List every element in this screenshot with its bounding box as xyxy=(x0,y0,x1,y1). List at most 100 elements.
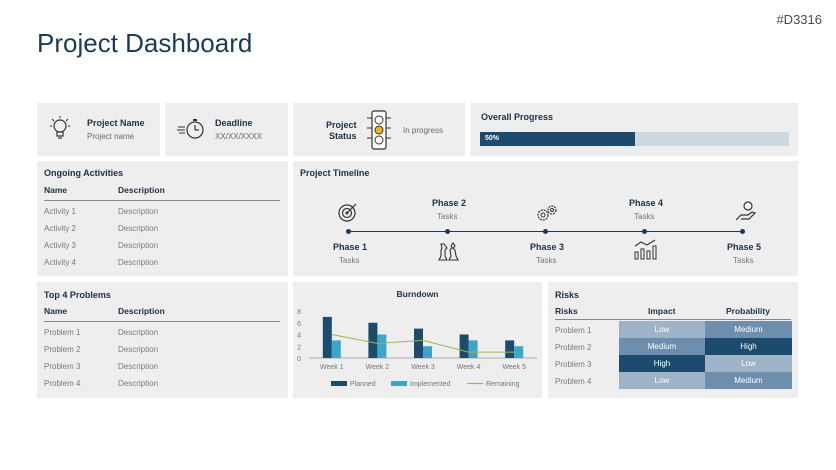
project-name-card: Project Name Project name xyxy=(37,103,160,156)
project-timeline-panel: Project Timeline Phase 1 Tasks Phase 2 T… xyxy=(293,161,798,276)
risk-name-3: Problem 3 xyxy=(555,360,592,369)
risk-prob-2: High xyxy=(705,338,792,355)
x-tick-label: Week 4 xyxy=(457,364,481,371)
problems-title: Top 4 Problems xyxy=(44,290,111,300)
problem-desc-1: Description xyxy=(118,328,159,337)
problem-desc-2: Description xyxy=(118,345,159,354)
problem-name-4: Problem 4 xyxy=(44,379,81,388)
deadline-label: Deadline xyxy=(215,118,253,128)
traffic-light-icon xyxy=(367,110,391,150)
risk-impact-4: Low xyxy=(619,372,705,389)
activities-title: Ongoing Activities xyxy=(44,168,124,178)
activity-desc-2: Description xyxy=(118,224,159,233)
bar-planned-2 xyxy=(368,322,378,358)
activities-col-name: Name xyxy=(44,185,68,195)
overall-progress-card: Overall Progress 50% xyxy=(470,103,798,156)
bar-implemented-3 xyxy=(423,346,432,358)
timeline-title: Project Timeline xyxy=(300,168,370,178)
phase-1-name: Phase 1 xyxy=(333,242,368,252)
risk-impact-3: High xyxy=(619,355,705,372)
risk-prob-4: Medium xyxy=(705,372,792,389)
phase-1-dot xyxy=(346,229,351,234)
progress-label: Overall Progress xyxy=(481,112,554,122)
phase-2-text: Tasks xyxy=(437,212,458,221)
bar-implemented-4 xyxy=(468,340,478,358)
top-problems-panel: Top 4 Problems Name Description Problem … xyxy=(37,282,288,398)
legend-swatch-planned xyxy=(331,381,347,386)
activity-desc-1: Description xyxy=(118,207,159,216)
line-remaining xyxy=(331,334,515,353)
activities-divider xyxy=(44,200,280,201)
slide-code: #D3316 xyxy=(776,12,822,27)
activity-name-4: Activity 4 xyxy=(44,258,77,267)
risks-col-impact: Impact xyxy=(648,306,676,316)
burndown-chart: Burndown 0 2 4 6 8 Week 1 Week 2 Week 3 Week 4 Wee… xyxy=(297,289,537,388)
burndown-panel: Burndown 0 2 4 6 8 Week 1 Week 2 Week 3 Week 4 Wee… xyxy=(293,282,542,398)
activity-name-1: Activity 1 xyxy=(44,207,77,216)
problems-col-desc: Description xyxy=(118,306,165,316)
project-status-card: Project Status In progress xyxy=(293,103,465,156)
activity-name-2: Activity 2 xyxy=(44,224,77,233)
status-label-1: Project xyxy=(326,120,357,130)
activity-name-3: Activity 3 xyxy=(44,241,77,250)
bar-planned-4 xyxy=(459,334,469,358)
phase-5-name: Phase 5 xyxy=(727,242,762,252)
gears-icon xyxy=(537,205,557,221)
stopwatch-icon xyxy=(177,119,204,139)
x-tick-label: Week 3 xyxy=(411,364,435,371)
y-tick-label: 0 xyxy=(297,356,301,363)
activity-desc-3: Description xyxy=(118,241,159,250)
risk-name-1: Problem 1 xyxy=(555,326,592,335)
risk-impact-1: Low xyxy=(619,321,705,338)
x-tick-label: Week 5 xyxy=(502,364,526,371)
problem-desc-4: Description xyxy=(118,379,159,388)
lightbulb-icon xyxy=(50,116,70,139)
phase-4-text: Tasks xyxy=(634,212,655,221)
problem-name-3: Problem 3 xyxy=(44,362,81,371)
legend-label-remaining: Remaining xyxy=(486,381,520,388)
phase-5-dot xyxy=(740,229,745,234)
phase-4-dot xyxy=(642,229,647,234)
bar-planned-3 xyxy=(414,328,423,358)
legend-swatch-implemented xyxy=(391,381,407,386)
problem-desc-3: Description xyxy=(118,362,159,371)
risk-prob-3: Low xyxy=(705,355,792,372)
risk-prob-1: Medium xyxy=(705,321,792,338)
risks-col-risk: Risks xyxy=(555,306,578,316)
deadline-value: XX/XX/XXXX xyxy=(215,132,263,141)
bar-planned-5 xyxy=(505,340,515,358)
phase-3-name: Phase 3 xyxy=(530,242,565,252)
progress-fill: 50% xyxy=(480,132,635,146)
problem-name-1: Problem 1 xyxy=(44,328,81,337)
project-name-label: Project Name xyxy=(87,118,145,128)
phase-5-text: Tasks xyxy=(733,256,754,265)
chart-icon xyxy=(634,239,657,260)
deadline-card: Deadline XX/XX/XXXX xyxy=(165,103,288,156)
risks-panel: Risks Risks Impact Probability Problem 1… xyxy=(548,282,798,398)
y-tick-label: 4 xyxy=(297,333,301,340)
bar-implemented-5 xyxy=(514,346,524,358)
status-label-2: Status xyxy=(329,131,357,141)
legend-label-planned: Planned xyxy=(350,381,376,388)
bar-implemented-1 xyxy=(331,340,341,358)
x-tick-label: Week 1 xyxy=(320,364,344,371)
status-value: In progress xyxy=(403,126,444,135)
phase-3-text: Tasks xyxy=(536,256,557,265)
activity-desc-4: Description xyxy=(118,258,159,267)
legend-label-implemented: Implemented xyxy=(410,381,451,388)
risks-title: Risks xyxy=(555,290,580,300)
problem-name-2: Problem 2 xyxy=(44,345,81,354)
activities-col-desc: Description xyxy=(118,185,165,195)
y-tick-label: 8 xyxy=(297,309,301,316)
phase-2-name: Phase 2 xyxy=(432,198,467,208)
problems-col-name: Name xyxy=(44,306,68,316)
phase-1-text: Tasks xyxy=(339,256,360,265)
bar-implemented-2 xyxy=(377,334,387,358)
x-tick-label: Week 2 xyxy=(366,364,390,371)
ongoing-activities-panel: Ongoing Activities Name Description Acti… xyxy=(37,161,288,276)
phase-2-dot xyxy=(445,229,450,234)
risks-divider xyxy=(555,319,791,320)
phase-4-name: Phase 4 xyxy=(629,198,664,208)
y-tick-label: 2 xyxy=(297,344,301,351)
risk-name-4: Problem 4 xyxy=(555,377,592,386)
